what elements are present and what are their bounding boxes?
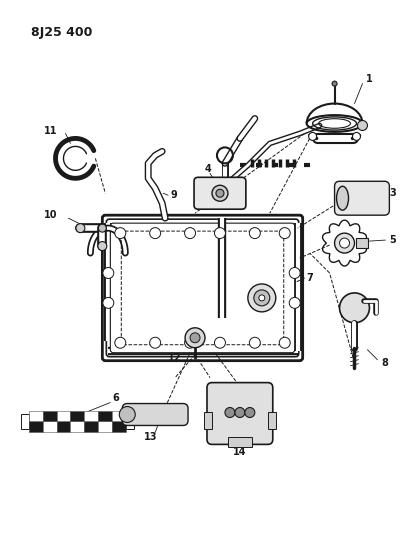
Text: 1: 1 <box>366 74 373 84</box>
Text: 9: 9 <box>170 190 177 200</box>
Bar <box>112 422 126 432</box>
Bar <box>204 411 212 430</box>
Text: 8J25 400: 8J25 400 <box>30 26 92 39</box>
Circle shape <box>215 337 225 348</box>
Bar <box>268 411 276 430</box>
Circle shape <box>339 238 349 248</box>
Bar <box>28 422 42 432</box>
Circle shape <box>185 328 205 348</box>
Circle shape <box>212 185 228 201</box>
Circle shape <box>245 408 255 417</box>
Text: 13: 13 <box>143 432 157 442</box>
Bar <box>28 410 42 422</box>
Text: 12: 12 <box>169 353 182 362</box>
Circle shape <box>225 408 235 417</box>
Text: 4: 4 <box>205 164 211 174</box>
Bar <box>126 414 134 430</box>
Circle shape <box>235 408 245 417</box>
Circle shape <box>249 228 260 239</box>
Text: 8: 8 <box>381 358 388 368</box>
Circle shape <box>259 295 265 301</box>
Circle shape <box>103 297 114 309</box>
Bar <box>84 422 98 432</box>
Circle shape <box>279 337 290 348</box>
Ellipse shape <box>337 186 349 210</box>
Circle shape <box>249 337 260 348</box>
Bar <box>356 238 368 248</box>
Circle shape <box>215 228 225 239</box>
Circle shape <box>339 293 370 323</box>
FancyBboxPatch shape <box>335 181 389 215</box>
FancyBboxPatch shape <box>102 215 303 361</box>
Circle shape <box>358 120 368 131</box>
Circle shape <box>289 297 300 309</box>
Circle shape <box>309 133 317 140</box>
Bar <box>98 422 112 432</box>
FancyBboxPatch shape <box>106 219 299 357</box>
Circle shape <box>98 224 106 232</box>
Circle shape <box>335 233 354 253</box>
Bar <box>84 410 98 422</box>
Circle shape <box>119 407 135 423</box>
Bar <box>56 422 70 432</box>
FancyBboxPatch shape <box>194 177 246 209</box>
Bar <box>98 410 112 422</box>
Circle shape <box>185 337 196 348</box>
Bar <box>228 438 252 447</box>
Bar <box>42 422 56 432</box>
Circle shape <box>98 241 107 251</box>
Circle shape <box>332 81 337 86</box>
Text: 14: 14 <box>233 447 247 457</box>
Text: 7: 7 <box>306 273 313 283</box>
Bar <box>112 410 126 422</box>
Text: 3: 3 <box>389 188 396 198</box>
Circle shape <box>76 224 85 232</box>
Bar <box>70 422 84 432</box>
Bar <box>70 410 84 422</box>
Circle shape <box>248 284 276 312</box>
Bar <box>42 410 56 422</box>
Text: 5: 5 <box>389 235 396 245</box>
Wedge shape <box>307 95 363 124</box>
Text: 2: 2 <box>127 423 133 432</box>
Circle shape <box>185 228 196 239</box>
Circle shape <box>353 133 360 140</box>
Circle shape <box>279 228 290 239</box>
Circle shape <box>254 290 270 306</box>
Circle shape <box>115 337 126 348</box>
FancyBboxPatch shape <box>110 223 295 353</box>
Text: 11: 11 <box>44 126 57 136</box>
Circle shape <box>190 333 200 343</box>
Bar <box>56 410 70 422</box>
Circle shape <box>150 337 161 348</box>
Circle shape <box>115 228 126 239</box>
Text: 6: 6 <box>112 393 119 402</box>
Text: 10: 10 <box>44 210 57 220</box>
Circle shape <box>103 268 114 278</box>
Circle shape <box>216 189 224 197</box>
FancyBboxPatch shape <box>122 403 188 425</box>
Bar <box>21 414 28 430</box>
FancyBboxPatch shape <box>207 383 273 445</box>
Circle shape <box>289 268 300 278</box>
Circle shape <box>150 228 161 239</box>
